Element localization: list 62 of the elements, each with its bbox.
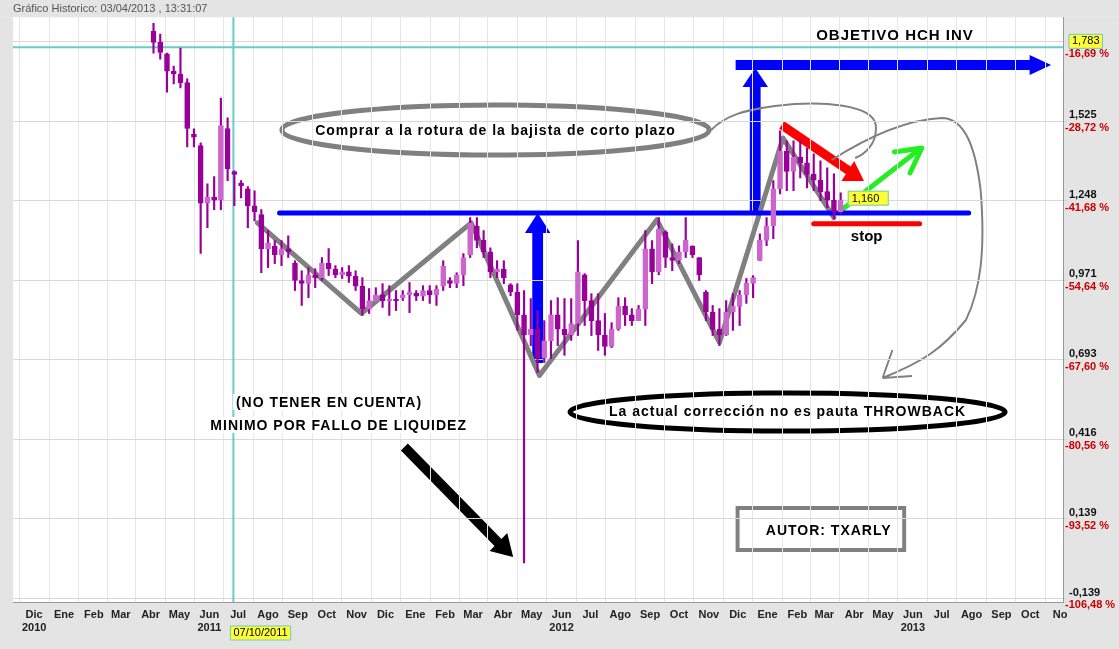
- x-tick-label: Nov: [698, 607, 721, 620]
- x-tick-label: No: [1052, 607, 1068, 620]
- annotation: La actual corrección no es pauta THROWBACK: [609, 402, 967, 420]
- x-tick-label: Jun 2011: [197, 607, 222, 633]
- y-tick-label: 0,139: [1069, 505, 1097, 518]
- y-tick-label: 1,525: [1069, 108, 1097, 121]
- x-tick-label: Dic: [376, 607, 395, 620]
- x-tick-label: Sep: [287, 607, 309, 620]
- x-tick-label: May: [872, 607, 895, 620]
- x-tick-label: Oct: [1021, 607, 1040, 620]
- annotation: 1,160: [847, 190, 889, 206]
- x-tick-label: Sep: [640, 607, 661, 620]
- y2-tick-label: -16,69 %: [1065, 47, 1110, 60]
- x-tick-label: Jun 2012: [549, 607, 574, 633]
- y2-tick-label: -93,52 %: [1065, 518, 1110, 531]
- y2-tick-label: -28,72 %: [1065, 121, 1110, 134]
- x-tick-label: Jun 2013: [900, 607, 926, 633]
- x-tick-label: Dic 2010: [21, 607, 47, 633]
- y2-tick-label: -106,48 %: [1065, 598, 1116, 611]
- x-tick-label: Ago: [609, 607, 632, 620]
- ref-line-label: 1,783: [1072, 34, 1100, 47]
- annotation: OBJETIVO HCH INV: [816, 26, 974, 44]
- x-tick-label: Dic: [729, 607, 747, 620]
- x-tick-label: Ago: [960, 607, 983, 620]
- x-tick-label: Ago: [257, 607, 280, 620]
- x-tick-label: Jul: [230, 607, 247, 620]
- y-tick-label: 0,971: [1069, 267, 1097, 280]
- x-tick-label: May: [521, 607, 544, 620]
- y-tick-label: 1,248: [1069, 187, 1097, 200]
- x-tick-label: Feb: [435, 607, 456, 620]
- x-tick-label: Mar: [463, 607, 484, 620]
- x-tick-label: Mar: [814, 607, 835, 620]
- annotation: (NO TENER EN CUENTA): [232, 393, 426, 411]
- annotation: MINIMO POR FALLO DE LIQUIDEZ: [207, 416, 471, 434]
- y2-tick-label: -67,60 %: [1065, 359, 1110, 372]
- x-tick-label: Jul: [933, 607, 950, 620]
- annotation: Comprar a la rotura de la bajista de corto plazo: [315, 121, 676, 139]
- x-tick-label: Sep: [991, 607, 1012, 620]
- y-tick-label: 0,693: [1069, 346, 1097, 359]
- ref-line-label: 07/10/2011: [233, 626, 288, 639]
- x-tick-label: Ene: [757, 607, 778, 620]
- y2-tick-label: -54,64 %: [1065, 280, 1110, 293]
- y-tick-label: 0,416: [1069, 426, 1097, 439]
- x-tick-label: Ene: [405, 607, 426, 620]
- x-tick-label: Oct: [669, 607, 689, 620]
- chart-title: Gráfico Historico: 03/04/2013 , 13:31:07: [13, 1, 208, 14]
- y2-tick-label: -41,68 %: [1065, 200, 1110, 213]
- y-tick-label: -0,139: [1069, 585, 1101, 598]
- x-tick-label: Abr: [844, 607, 865, 620]
- x-tick-label: Nov: [346, 607, 368, 620]
- annotation: AUTOR: TXARLY: [765, 521, 892, 539]
- y2-tick-label: -80,56 %: [1065, 439, 1110, 452]
- x-tick-label: Abr: [493, 607, 514, 620]
- x-tick-label: Oct: [317, 607, 337, 620]
- x-tick-label: Ene: [53, 607, 75, 620]
- x-tick-label: Mar: [111, 607, 132, 620]
- x-tick-label: Abr: [141, 607, 161, 620]
- x-tick-label: Feb: [787, 607, 808, 620]
- series-label: stop: [850, 227, 883, 245]
- x-tick-label: May: [168, 607, 192, 620]
- x-tick-label: Jul: [582, 607, 599, 620]
- x-tick-label: Feb: [84, 607, 104, 620]
